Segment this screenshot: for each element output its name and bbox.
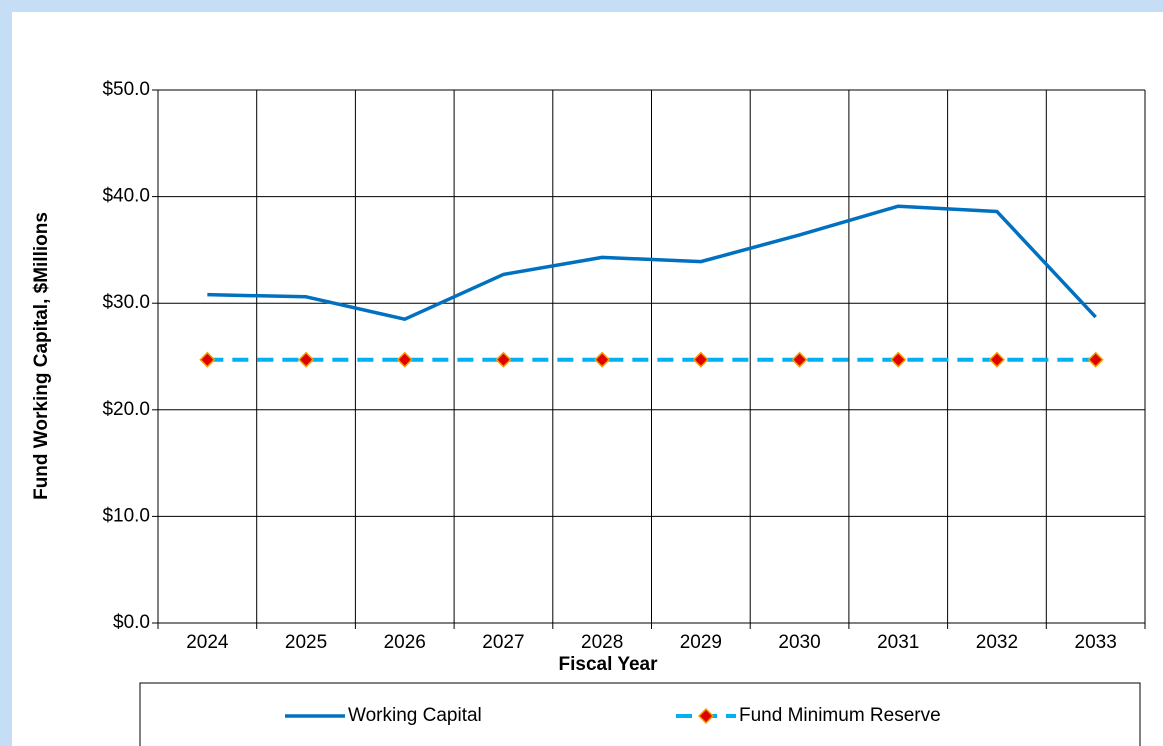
- marker: [396, 351, 413, 368]
- marker: [791, 351, 808, 368]
- legend-label: Fund Minimum Reserve: [739, 705, 941, 726]
- x-tick-label: 2027: [482, 632, 524, 653]
- left-border: [0, 0, 12, 746]
- marker: [692, 351, 709, 368]
- x-tick-label: 2029: [680, 632, 722, 653]
- marker: [495, 351, 512, 368]
- y-tick-label: $10.0: [102, 505, 150, 526]
- y-tick-label: $20.0: [102, 399, 150, 420]
- marker: [890, 351, 907, 368]
- x-tick-label: 2025: [285, 632, 327, 653]
- y-tick-label: $40.0: [102, 186, 150, 207]
- legend-marker: [697, 707, 715, 725]
- top-border: [0, 0, 1163, 12]
- legend-label: Working Capital: [348, 705, 482, 726]
- marker: [1087, 351, 1104, 368]
- marker: [297, 351, 315, 368]
- x-tick-label: 2026: [384, 632, 426, 653]
- x-tick-label: 2024: [186, 632, 229, 653]
- marker: [199, 351, 216, 368]
- chart-area: [12, 12, 1163, 746]
- y-tick-label: $30.0: [102, 292, 150, 313]
- x-tick-label: 2031: [877, 632, 919, 653]
- marker: [594, 351, 611, 368]
- x-tick-label: 2033: [1075, 632, 1117, 653]
- x-tick-label: 2032: [976, 632, 1018, 653]
- line-series: [207, 204, 1097, 321]
- y-tick-label: $50.0: [102, 79, 150, 100]
- y-tick-label: $0.0: [113, 612, 150, 633]
- y-axis-title: Fund Working Capital, $Millions: [31, 212, 52, 500]
- x-tick-label: 2028: [581, 632, 623, 653]
- x-tick-label: 2030: [778, 632, 820, 653]
- x-axis-title: Fiscal Year: [559, 654, 659, 675]
- marker: [988, 351, 1006, 368]
